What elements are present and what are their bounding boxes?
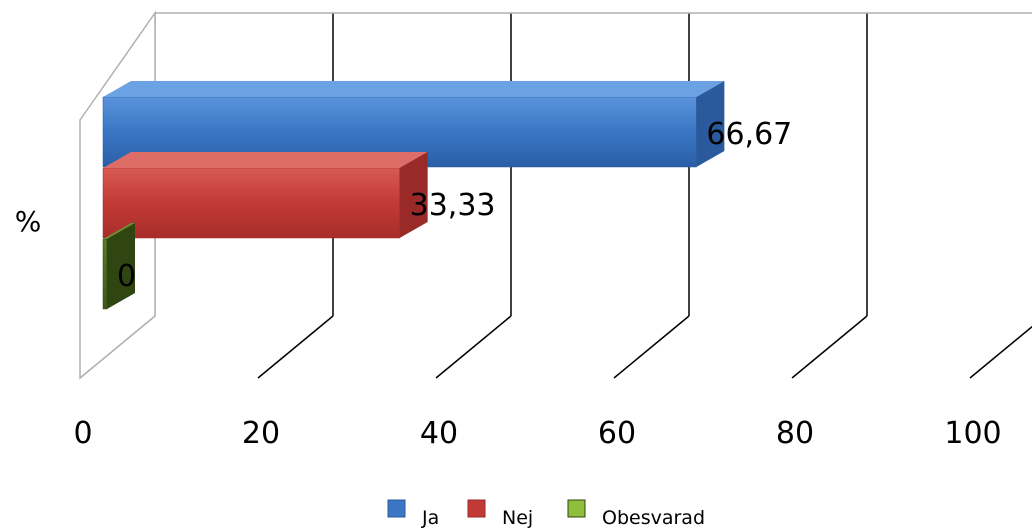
bars-group (102, 81, 725, 310)
x-tick-label: 0 (73, 416, 92, 451)
bar-top-nej (103, 152, 428, 168)
legend-swatch (467, 499, 486, 518)
bar-obesvarad (102, 238, 108, 310)
floor-gridline (435, 315, 512, 379)
floor-gridline (969, 325, 1032, 379)
legend-label: Nej (502, 507, 533, 529)
bar-nej (102, 167, 400, 239)
floor-gridline (613, 315, 690, 379)
bar-end-nej (399, 152, 428, 238)
x-tick-label: 20 (242, 416, 280, 451)
data-label: 66,67 (706, 117, 792, 152)
legend-swatch (567, 499, 586, 518)
legend: Ja Nej Obesvarad (387, 499, 705, 529)
bar-end-ja (696, 81, 725, 167)
bar-end-obesvarad (107, 223, 135, 309)
legend-label: Ja (421, 507, 439, 529)
category-label: % (15, 205, 42, 238)
floor-gridline (257, 315, 334, 379)
bar-top-ja (103, 81, 725, 97)
x-tick-label: 60 (598, 416, 636, 451)
labels-group: 66,67 33,33 0 (117, 117, 792, 294)
data-label: 33,33 (410, 188, 496, 223)
legend-label: Obesvarad (602, 507, 705, 529)
legend-swatch (387, 499, 406, 518)
x-tick-label: 100 (944, 416, 1001, 451)
x-tick-label: 40 (420, 416, 458, 451)
bar-top-obesvarad (103, 223, 135, 239)
x-tick-label: 80 (776, 416, 814, 451)
floor-gridline (791, 315, 868, 379)
data-label: 0 (117, 259, 136, 294)
